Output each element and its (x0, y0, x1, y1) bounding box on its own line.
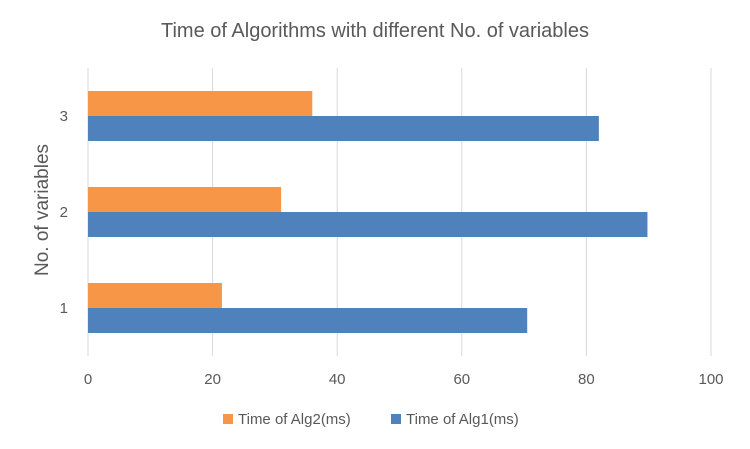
x-tick-label: 60 (453, 371, 470, 388)
x-tick-label: 0 (84, 371, 92, 388)
x-tick-label: 100 (698, 371, 723, 388)
legend-swatch (223, 414, 233, 424)
legend-swatch (391, 414, 401, 424)
bar-2-category-3 (88, 116, 599, 141)
legend-label: Time of Alg1(ms) (406, 411, 519, 428)
bars (88, 91, 648, 333)
x-tick-label: 80 (578, 371, 595, 388)
x-tick-labels: 0 20 40 60 80 100 (84, 371, 724, 388)
y-tick-label: 1 (60, 300, 68, 317)
legend-label: Time of Alg2(ms) (238, 411, 351, 428)
chart-title: Time of Algorithms with different No. of… (161, 20, 589, 42)
legend: Time of Alg2(ms) Time of Alg1(ms) (223, 411, 519, 428)
y-axis-label: No. of variables (32, 144, 53, 276)
bar-2-category-1 (88, 308, 528, 333)
x-tick-label: 40 (329, 371, 346, 388)
y-tick-labels: 1 2 3 (60, 108, 68, 317)
y-tick-label: 2 (60, 204, 68, 221)
bar-2-category-2 (88, 212, 648, 237)
bar-1-category-1 (88, 283, 222, 308)
bar-1-category-3 (88, 91, 313, 116)
bar-1-category-2 (88, 187, 282, 212)
y-tick-label: 3 (60, 108, 68, 125)
x-tick-label: 20 (204, 371, 221, 388)
